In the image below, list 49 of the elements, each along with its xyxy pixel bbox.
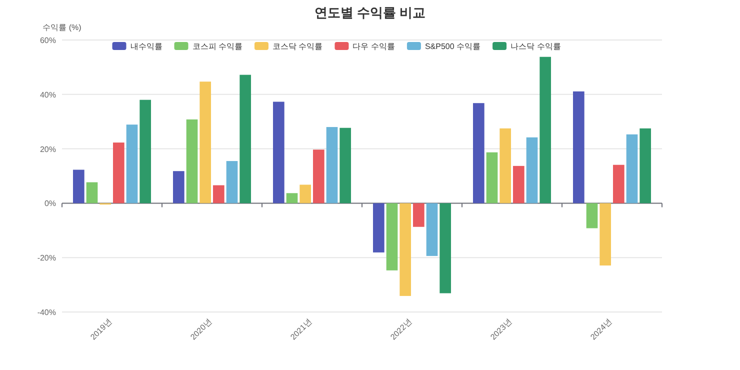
y-tick-label: 40%: [40, 90, 56, 100]
bar: [173, 171, 184, 204]
legend-label: 나스닥 수익률: [510, 42, 561, 51]
bar: [626, 134, 638, 204]
legend-label: 내수익률: [130, 42, 162, 51]
y-axis-title: 수익률 (%): [42, 23, 82, 32]
bar: [586, 203, 598, 228]
bar: [500, 128, 511, 204]
bar: [613, 164, 624, 204]
chart-title: 연도별 수익률 비교: [314, 5, 426, 20]
bar: [413, 203, 424, 227]
bar: [486, 152, 498, 204]
bar: [213, 185, 224, 204]
bar: [300, 184, 311, 204]
legend-label: 코스닥 수익률: [272, 42, 323, 51]
y-tick-label: -20%: [37, 254, 56, 263]
bar: [373, 203, 384, 252]
bar: [513, 166, 524, 204]
bar: [440, 203, 451, 294]
bar: [426, 203, 438, 256]
bar: [186, 119, 198, 204]
bar: [126, 124, 138, 204]
bar: [200, 82, 211, 204]
legend-label: 코스피 수익률: [192, 42, 242, 51]
bar: [526, 137, 538, 204]
bar: [113, 142, 124, 204]
bar: [140, 100, 151, 204]
bar: [226, 161, 238, 204]
bar: [286, 193, 298, 204]
bar: [313, 150, 324, 204]
bar: [640, 128, 651, 204]
bar: [273, 102, 284, 204]
bar: [540, 56, 551, 204]
bar: [573, 91, 584, 204]
bar: [386, 203, 398, 270]
y-tick-label: -40%: [37, 308, 56, 317]
legend-label: S&P500 수익률: [424, 42, 481, 51]
bar: [326, 127, 338, 204]
bar: [473, 103, 484, 204]
legend-label: 다우 수익률: [352, 42, 395, 51]
y-tick-label: 20%: [40, 144, 56, 154]
bar: [400, 203, 411, 296]
bar: [240, 74, 251, 204]
bar: [86, 182, 98, 204]
y-tick-label: 60%: [40, 36, 56, 45]
y-tick-label: 0%: [44, 199, 56, 208]
bar: [340, 128, 351, 204]
bar: [600, 203, 611, 266]
bar: [73, 170, 84, 204]
